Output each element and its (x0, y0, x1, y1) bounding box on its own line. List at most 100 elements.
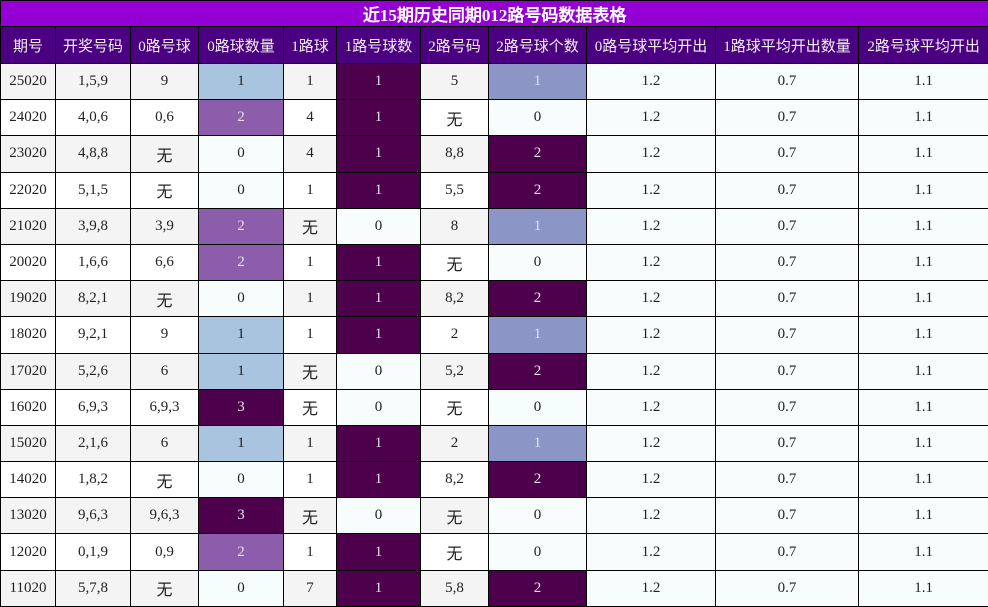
cell-route2-average: 1.1 (857, 99, 988, 137)
cell-route0-balls: 0,6 (130, 99, 199, 137)
cell-route0-balls: 6,9,3 (130, 388, 199, 426)
cell-route2-balls: 5,5 (420, 171, 489, 209)
cell-route1-average: 0.7 (715, 207, 859, 245)
cell-route0-average: 1.2 (586, 497, 716, 535)
cell-route2-count: 0 (488, 243, 587, 282)
cell-route0-average: 1.2 (586, 207, 716, 245)
cell-route2-count: 0 (488, 533, 587, 571)
cell-route0-average: 1.2 (586, 533, 716, 571)
cell-route2-balls: 无 (420, 243, 489, 282)
cell-route0-count: 3 (198, 497, 284, 535)
cell-route1-balls: 1 (283, 424, 337, 463)
cell-route0-balls: 无 (130, 280, 199, 318)
table-row: 17020 5,2,6 6 1 无 0 5,2 2 1.2 0.7 1.1 (0, 352, 988, 390)
cell-route1-count: 0 (336, 497, 421, 535)
cell-draw-numbers: 8,2,1 (55, 280, 131, 318)
cell-route1-average: 0.7 (715, 461, 859, 499)
cell-route1-balls: 1 (283, 316, 337, 354)
cell-issue: 20020 (0, 243, 56, 282)
cell-route1-count: 1 (336, 135, 421, 173)
cell-route2-balls: 5 (420, 62, 489, 101)
cell-route0-average: 1.2 (586, 388, 716, 426)
cell-route0-count: 0 (198, 280, 284, 318)
cell-route1-balls: 1 (283, 243, 337, 282)
cell-route2-balls: 8 (420, 207, 489, 245)
cell-route2-count: 1 (488, 62, 587, 101)
cell-route1-balls: 4 (283, 135, 337, 173)
cell-route1-count: 1 (336, 171, 421, 209)
table-row: 15020 2,1,6 6 1 1 1 2 1 1.2 0.7 1.1 (0, 424, 988, 463)
cell-route2-count: 0 (488, 99, 587, 137)
cell-issue: 18020 (0, 316, 56, 354)
cell-route1-count: 1 (336, 424, 421, 463)
cell-route1-count: 1 (336, 316, 421, 354)
table-row: 23020 4,8,8 无 0 4 1 8,8 2 1.2 0.7 1.1 (0, 135, 988, 173)
cell-route2-balls: 8,8 (420, 135, 489, 173)
cell-draw-numbers: 6,9,3 (55, 388, 131, 426)
cell-route1-average: 0.7 (715, 99, 859, 137)
table-row: 25020 1,5,9 9 1 1 1 5 1 1.2 0.7 1.1 (0, 62, 988, 101)
cell-route0-count: 0 (198, 569, 284, 607)
cell-draw-numbers: 1,8,2 (55, 461, 131, 499)
table-row: 11020 5,7,8 无 0 7 1 5,8 2 1.2 0.7 1.1 (0, 569, 988, 607)
cell-route1-average: 0.7 (715, 497, 859, 535)
cell-route1-balls: 1 (283, 62, 337, 101)
cell-route2-average: 1.1 (857, 497, 988, 535)
cell-route0-balls: 无 (130, 135, 199, 173)
cell-draw-numbers: 5,1,5 (55, 171, 131, 209)
cell-route0-average: 1.2 (586, 171, 716, 209)
cell-route2-average: 1.1 (857, 316, 988, 354)
cell-route2-count: 1 (488, 424, 587, 463)
cell-route0-count: 1 (198, 62, 284, 101)
cell-route0-balls: 9 (130, 62, 199, 101)
header-route0-count: 0路球数量 (198, 26, 284, 64)
cell-route2-count: 1 (488, 316, 587, 354)
cell-route0-count: 1 (198, 424, 284, 463)
cell-route2-average: 1.1 (857, 533, 988, 571)
cell-route1-count: 1 (336, 569, 421, 607)
header-issue: 期号 (0, 26, 56, 64)
cell-draw-numbers: 2,1,6 (55, 424, 131, 463)
cell-route0-balls: 无 (130, 569, 199, 607)
cell-issue: 19020 (0, 280, 56, 318)
cell-route0-count: 3 (198, 388, 284, 426)
cell-issue: 23020 (0, 135, 56, 173)
header-route1-balls: 1路球 (283, 26, 337, 64)
cell-route2-count: 1 (488, 207, 587, 245)
cell-route1-count: 1 (336, 533, 421, 571)
cell-route2-count: 0 (488, 388, 587, 426)
cell-issue: 14020 (0, 461, 56, 499)
cell-issue: 15020 (0, 424, 56, 463)
cell-route0-average: 1.2 (586, 316, 716, 354)
header-route1-count: 1路号球数 (336, 26, 421, 64)
header-route1-average: 1路球平均开出数量 (715, 26, 859, 64)
cell-route0-average: 1.2 (586, 62, 716, 101)
cell-route1-average: 0.7 (715, 243, 859, 282)
cell-route1-balls: 7 (283, 569, 337, 607)
cell-route0-average: 1.2 (586, 424, 716, 463)
cell-route0-average: 1.2 (586, 461, 716, 499)
cell-route2-balls: 5,8 (420, 569, 489, 607)
cell-route1-count: 1 (336, 243, 421, 282)
cell-route0-count: 1 (198, 316, 284, 354)
cell-route0-count: 0 (198, 135, 284, 173)
cell-route2-balls: 2 (420, 424, 489, 463)
cell-route0-count: 2 (198, 99, 284, 137)
cell-route2-average: 1.1 (857, 135, 988, 173)
cell-route0-count: 0 (198, 461, 284, 499)
cell-route1-balls: 4 (283, 99, 337, 137)
cell-route2-balls: 2 (420, 316, 489, 354)
cell-route2-balls: 无 (420, 388, 489, 426)
cell-route2-count: 2 (488, 569, 587, 607)
cell-draw-numbers: 5,2,6 (55, 352, 131, 390)
header-route2-average: 2路号球平均开出 (857, 26, 988, 64)
cell-route1-average: 0.7 (715, 171, 859, 209)
cell-route2-count: 2 (488, 352, 587, 390)
cell-issue: 12020 (0, 533, 56, 571)
header-route2-balls: 2路号码 (420, 26, 489, 64)
cell-route1-average: 0.7 (715, 424, 859, 463)
cell-route2-balls: 8,2 (420, 280, 489, 318)
cell-route2-balls: 无 (420, 497, 489, 535)
cell-route0-average: 1.2 (586, 99, 716, 137)
